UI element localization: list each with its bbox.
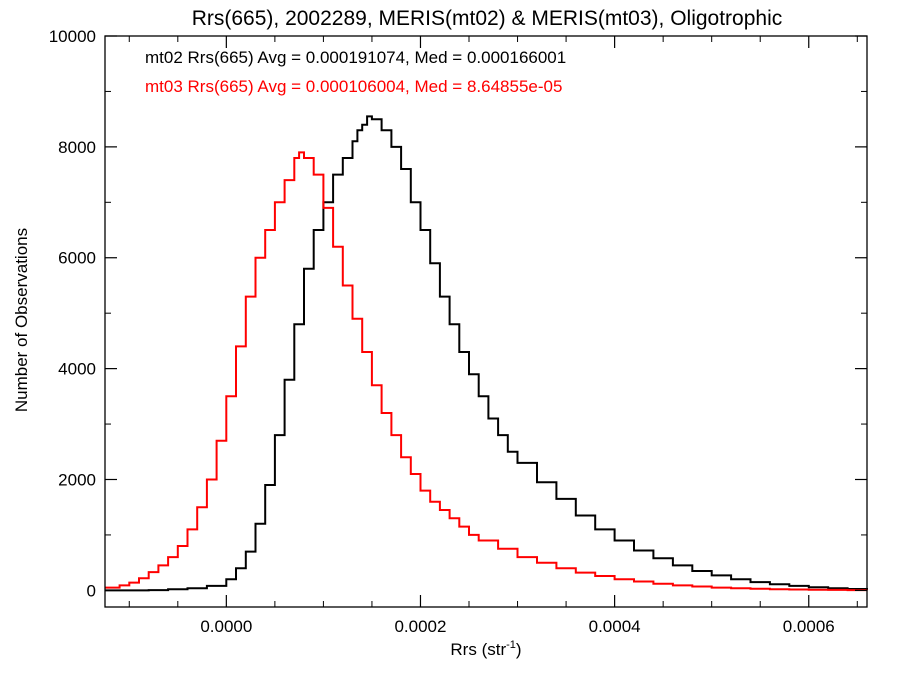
x-tick-label: 0.0000 <box>200 617 252 636</box>
series-layer <box>105 115 868 592</box>
x-tick-label: 0.0006 <box>783 617 835 636</box>
y-axis-label: Number of Observations <box>12 228 31 412</box>
annotation-mt02: mt02 Rrs(665) Avg = 0.000191074, Med = 0… <box>145 48 566 67</box>
x-axis-label-close: ) <box>516 640 522 659</box>
x-axis-label: Rrs (str-1) <box>450 639 521 659</box>
y-axis: 0 2000 4000 6000 8000 10000 <box>49 27 867 600</box>
x-axis-label-superscript: -1 <box>506 639 516 651</box>
x-axis: 0.0000 0.0002 0.0004 0.0006 <box>128 36 858 636</box>
x-tick-label: 0.0004 <box>589 617 641 636</box>
y-tick-label: 10000 <box>49 27 96 46</box>
y-tick-label: 4000 <box>58 360 96 379</box>
x-axis-label-main: Rrs (str <box>450 640 506 659</box>
y-tick-label: 6000 <box>58 249 96 268</box>
y-tick-label: 8000 <box>58 138 96 157</box>
chart-title: Rrs(665), 2002289, MERIS(mt02) & MERIS(m… <box>192 7 783 30</box>
series-line-mt02 <box>105 115 868 592</box>
plot-frame <box>104 35 868 608</box>
x-tick-label: 0.0002 <box>394 617 446 636</box>
series-line-mt03 <box>105 151 868 592</box>
y-tick-label: 2000 <box>58 470 96 489</box>
y-tick-label: 0 <box>87 581 96 600</box>
annotation-mt03: mt03 Rrs(665) Avg = 0.000106004, Med = 8… <box>145 77 562 96</box>
